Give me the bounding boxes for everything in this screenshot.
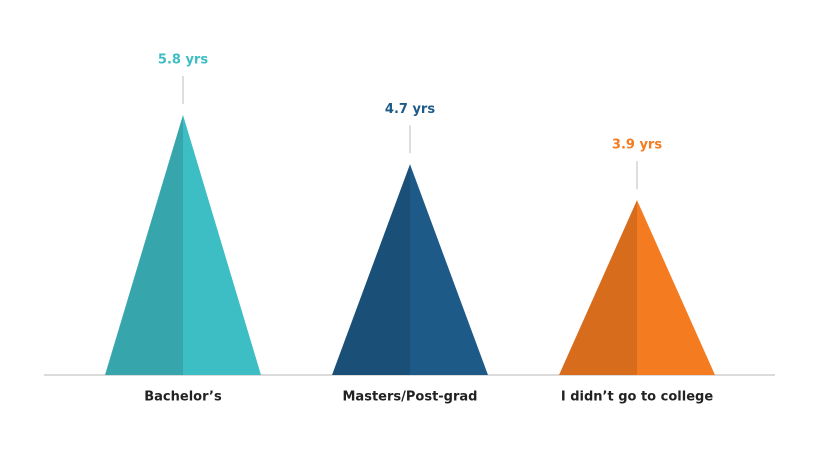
triangle-left [559, 200, 637, 375]
x-tick-label: I didn’t go to college [561, 390, 713, 405]
value-label: 5.8 yrs [158, 53, 208, 68]
value-label: 3.9 yrs [612, 138, 662, 153]
triangle-left [105, 115, 183, 375]
triangle-right [637, 200, 715, 375]
value-label: 4.7 yrs [385, 102, 435, 117]
triangle-left [332, 164, 410, 375]
x-tick-label: Bachelor’s [144, 390, 222, 405]
x-tick-label: Masters/Post-grad [343, 390, 478, 405]
triangle-right [410, 164, 488, 375]
triangle-right [183, 115, 261, 375]
